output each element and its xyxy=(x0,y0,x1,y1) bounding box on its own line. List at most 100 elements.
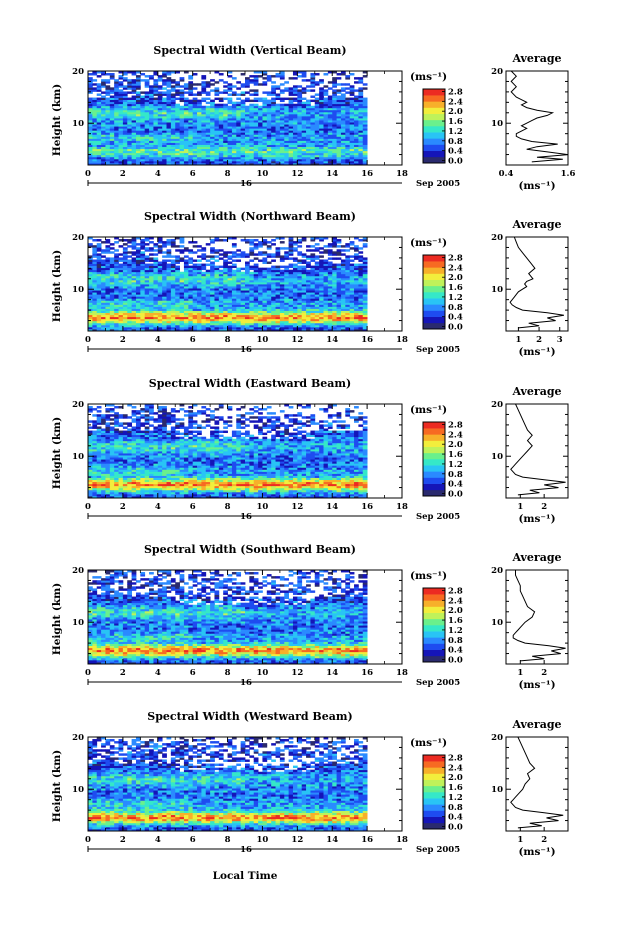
heatmap-cell xyxy=(170,312,176,316)
heatmap-cell xyxy=(301,124,307,127)
heatmap-cell xyxy=(358,97,364,101)
heatmap-cell xyxy=(358,251,364,254)
heatmap-cell xyxy=(288,162,294,166)
heatmap-cell xyxy=(288,160,294,164)
heatmap-cell xyxy=(297,259,303,262)
heatmap-cell xyxy=(292,138,298,141)
heatmap-cell xyxy=(131,140,137,143)
heatmap-cell xyxy=(218,124,224,127)
heatmap-cell xyxy=(319,154,324,158)
heatmap-cell xyxy=(179,324,185,328)
heatmap-cell xyxy=(319,122,324,125)
heatmap-cell xyxy=(275,134,281,137)
heatmap-cell xyxy=(306,288,311,291)
heatmap-cell xyxy=(131,286,137,289)
heatmap-cell xyxy=(245,296,250,299)
heatmap-cell xyxy=(327,310,333,314)
heatmap-cell xyxy=(144,103,150,107)
heatmap-cell xyxy=(105,79,111,82)
heatmap-cell xyxy=(340,73,346,76)
heatmap-cell xyxy=(135,109,141,113)
heatmap-cell xyxy=(358,296,364,299)
heatmap-cell xyxy=(197,130,202,133)
heatmap-cell xyxy=(109,115,115,119)
heatmap-cell xyxy=(162,160,167,164)
heatmap-cell xyxy=(170,259,176,262)
heatmap-cell xyxy=(183,284,189,287)
heatmap-cell xyxy=(279,298,285,301)
heatmap-cell xyxy=(332,89,337,92)
heatmap-cell xyxy=(127,91,133,94)
heatmap-cell xyxy=(306,136,311,139)
heatmap-cell xyxy=(240,290,246,293)
heatmap-cell xyxy=(292,154,298,158)
heatmap-cell xyxy=(354,162,359,166)
heatmap-cell xyxy=(227,146,233,150)
heatmap-cell xyxy=(162,277,167,281)
heatmap-cell xyxy=(166,320,172,324)
heatmap-cell xyxy=(179,326,185,330)
heatmap-cell xyxy=(218,257,224,260)
heatmap-cell xyxy=(271,118,276,121)
colorbar-swatch xyxy=(423,89,445,96)
heatmap-cell xyxy=(354,304,359,307)
heatmap-cell xyxy=(179,302,185,305)
heatmap-cell xyxy=(153,154,159,158)
heatmap-cell xyxy=(114,144,119,148)
heatmap-cell xyxy=(175,306,180,309)
heatmap-cell xyxy=(297,320,303,324)
heatmap-cell xyxy=(253,148,259,152)
heatmap-cell xyxy=(92,122,98,125)
heatmap-cell xyxy=(314,324,320,328)
colorbar-tick-label: 2.4 xyxy=(448,97,463,107)
heatmap-cell xyxy=(88,328,93,332)
heatmap-cell xyxy=(279,269,285,273)
heatmap-cell xyxy=(214,81,220,84)
heatmap-cell xyxy=(327,288,333,291)
heatmap-cell xyxy=(340,111,346,115)
heatmap-cell xyxy=(105,128,111,131)
heatmap-cell xyxy=(327,300,333,303)
heatmap-cell xyxy=(284,279,290,283)
heatmap-cell xyxy=(236,158,242,162)
heatmap-cell xyxy=(188,314,194,318)
heatmap-cell xyxy=(288,310,294,314)
heatmap-cell xyxy=(114,261,119,264)
heatmap-cell xyxy=(105,152,111,156)
heatmap-cell xyxy=(345,144,351,148)
heatmap-cell xyxy=(231,134,237,137)
heatmap-cell xyxy=(105,136,111,139)
heatmap-cell xyxy=(279,144,285,148)
heatmap-cell xyxy=(258,267,263,271)
heatmap-cell xyxy=(218,298,224,301)
heatmap-cell xyxy=(301,160,307,164)
heatmap-cell xyxy=(306,126,311,129)
heatmap-cell xyxy=(149,93,154,96)
heatmap-cell xyxy=(292,298,298,301)
heatmap-cell xyxy=(175,115,180,119)
heatmap-cell xyxy=(262,120,268,123)
heatmap-cell xyxy=(297,310,303,314)
heatmap-cell xyxy=(114,150,119,154)
heatmap-cell xyxy=(292,136,298,139)
heatmap-cell xyxy=(131,275,137,279)
heatmap-cell xyxy=(92,83,98,86)
heatmap-cell xyxy=(349,314,355,318)
heatmap-cell xyxy=(218,273,224,277)
heatmap-cell xyxy=(236,113,242,117)
colorbar-swatch xyxy=(423,138,445,145)
heatmap-cell xyxy=(262,160,268,164)
heatmap-cell xyxy=(114,312,119,316)
heatmap-cell xyxy=(179,156,185,160)
heatmap-cell xyxy=(266,279,272,283)
heatmap-cell xyxy=(284,138,290,141)
heatmap-cell xyxy=(301,120,307,123)
heatmap-cell xyxy=(332,263,337,267)
heatmap-cell xyxy=(105,81,111,84)
heatmap-cell xyxy=(96,115,102,119)
heatmap-cell xyxy=(88,89,93,92)
heatmap-cell xyxy=(183,138,189,141)
heatmap-cell xyxy=(96,257,102,260)
heatmap-cell xyxy=(127,71,133,74)
heatmap-cell xyxy=(162,273,167,277)
